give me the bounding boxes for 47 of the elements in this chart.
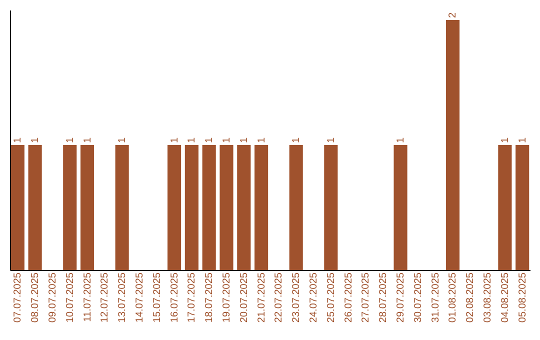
data-label: 1 <box>117 137 128 143</box>
data-label: 1 <box>64 137 76 143</box>
x-tick-label: 14.07.2025 <box>134 272 146 323</box>
x-tick-label: 22.07.2025 <box>274 272 285 323</box>
x-tick-label: 24.07.2025 <box>308 272 320 323</box>
data-label: 1 <box>291 137 302 143</box>
x-tick-label: 31.07.2025 <box>430 272 442 323</box>
data-label: 1 <box>30 137 42 143</box>
x-tick-label: 15.07.2025 <box>152 272 163 323</box>
x-tick-label: 17.07.2025 <box>186 272 198 323</box>
data-label: 1 <box>396 137 407 143</box>
x-tick-label: 13.07.2025 <box>117 272 128 323</box>
x-tick-label: 21.07.2025 <box>256 272 268 323</box>
x-tick-label: 23.07.2025 <box>291 272 302 323</box>
x-tick-label: 18.07.2025 <box>204 272 216 323</box>
data-label: 1 <box>221 137 232 143</box>
data-label: 1 <box>169 137 180 143</box>
x-tick-label: 03.08.2025 <box>482 272 494 323</box>
x-tick-label: 02.08.2025 <box>465 272 476 323</box>
x-tick-label: 29.07.2025 <box>396 272 407 323</box>
data-label: 1 <box>517 137 528 143</box>
x-tick-label: 30.07.2025 <box>412 272 424 323</box>
x-tick-label: 16.07.2025 <box>169 272 180 323</box>
x-tick-label: 07.07.2025 <box>12 272 24 323</box>
data-label: 1 <box>82 137 94 143</box>
x-tick-label: 12.07.2025 <box>100 272 111 323</box>
x-tick-label: 11.07.2025 <box>82 272 94 322</box>
x-tick-label: 25.07.2025 <box>326 272 337 323</box>
x-tick-label: 20.07.2025 <box>238 272 250 323</box>
x-tick-label: 26.07.2025 <box>343 272 354 323</box>
x-tick-label: 08.07.2025 <box>30 272 42 323</box>
x-tick-label: 09.07.2025 <box>47 272 58 323</box>
x-tick-label: 10.07.2025 <box>64 272 76 323</box>
x-tick-label: 28.07.2025 <box>378 272 390 323</box>
x-tick-label: 19.07.2025 <box>221 272 232 323</box>
data-label: 1 <box>500 137 511 143</box>
data-label: 1 <box>326 137 337 143</box>
x-tick-label: 05.08.2025 <box>517 272 528 323</box>
data-label: 1 <box>204 137 216 143</box>
x-tick-label: 27.07.2025 <box>360 272 372 323</box>
x-tick-label: 01.08.2025 <box>448 272 459 323</box>
x-tick-label: 04.08.2025 <box>500 272 511 323</box>
data-label: 1 <box>238 137 250 143</box>
data-label: 2 <box>448 12 459 18</box>
data-label: 1 <box>12 137 24 143</box>
data-label: 1 <box>186 137 198 143</box>
data-label: 1 <box>256 137 268 143</box>
